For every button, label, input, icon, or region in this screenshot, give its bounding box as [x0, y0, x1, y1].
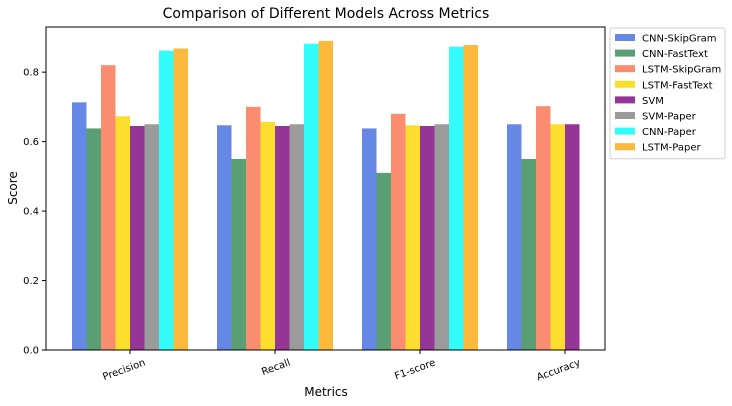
legend-swatch: [615, 96, 635, 104]
bar-lstm-skipgram-precision: [101, 65, 116, 350]
bar-cnn-fasttext-recall: [231, 158, 246, 350]
plot-frame: [45, 26, 606, 351]
bar-svm-precision: [130, 125, 145, 350]
bar-svm-paper-precision: [144, 124, 159, 350]
bar-cnn-fasttext-f1-score: [376, 172, 391, 350]
y-tick-label: 0.8: [23, 68, 39, 79]
bar-lstm-skipgram-accuracy: [536, 106, 551, 350]
y-tick-label: 0.2: [23, 276, 39, 287]
bar-svm-accuracy: [565, 124, 580, 350]
bar-cnn-fasttext-accuracy: [521, 158, 536, 350]
bar-cnn-paper-precision: [159, 50, 174, 351]
chart-title: Comparison of Different Models Across Me…: [163, 6, 490, 22]
legend-box: [609, 27, 726, 160]
bar-lstm-skipgram-f1-score: [391, 113, 406, 350]
bar-cnn-skipgram-f1-score: [362, 128, 377, 350]
x-tick-label: Recall: [260, 357, 292, 378]
bars-group: [72, 40, 580, 351]
legend-swatch: [615, 80, 635, 88]
legend-swatch: [615, 127, 635, 135]
legend-label: LSTM-Paper: [642, 143, 701, 154]
y-tick-label: 0.6: [23, 137, 39, 148]
y-tick-label: 0.4: [23, 207, 39, 218]
x-tick-label: Precision: [101, 357, 147, 383]
bar-lstm-paper-f1-score: [463, 45, 478, 351]
legend-swatch: [615, 112, 635, 119]
bar-lstm-paper-recall: [318, 40, 333, 350]
y-axis-label: Score: [6, 171, 20, 205]
bar-cnn-skipgram-precision: [72, 102, 87, 351]
x-axis: Precision Recall F1-score Accuracy: [101, 350, 582, 383]
x-tick-label: F1-score: [393, 357, 437, 382]
legend-swatch: [615, 34, 635, 41]
bar-lstm-fasttext-recall: [260, 121, 275, 350]
legend-swatch: [615, 49, 635, 57]
bar-svm-f1-score: [420, 125, 435, 350]
legend-label: SVM-Paper: [642, 112, 697, 123]
legend-label: CNN-FastText: [642, 49, 708, 60]
bar-lstm-fasttext-f1-score: [405, 125, 420, 350]
legend-label: SVM: [642, 96, 664, 107]
bar-cnn-skipgram-recall: [217, 125, 232, 350]
bar-svm-recall: [275, 125, 290, 350]
bar-lstm-fasttext-precision: [115, 116, 130, 350]
y-axis: 0.0 0.2 0.4 0.6 0.8: [23, 68, 46, 357]
legend-swatch: [615, 143, 635, 151]
bar-lstm-skipgram-recall: [246, 106, 261, 350]
legend-label: LSTM-FastText: [642, 80, 713, 91]
legend-label: CNN-Paper: [642, 127, 697, 138]
bar-svm-paper-f1-score: [434, 124, 449, 350]
bar-cnn-paper-recall: [304, 43, 319, 351]
bar-cnn-paper-f1-score: [449, 46, 464, 351]
bar-cnn-skipgram-accuracy: [507, 124, 522, 350]
legend-label: LSTM-SkipGram: [642, 65, 721, 76]
bar-svm-paper-recall: [289, 124, 304, 350]
bar-lstm-paper-precision: [173, 48, 188, 350]
legend-swatch: [615, 65, 635, 73]
x-tick-label: Accuracy: [535, 357, 582, 383]
bar-lstm-fasttext-accuracy: [550, 124, 565, 350]
y-tick-label: 0.0: [23, 346, 39, 357]
x-axis-label: Metrics: [304, 385, 348, 399]
legend-label: CNN-SkipGram: [642, 34, 717, 45]
bar-cnn-fasttext-precision: [86, 128, 101, 350]
legend: CNN-SkipGram CNN-FastText LSTM-SkipGram LST…: [609, 27, 726, 160]
